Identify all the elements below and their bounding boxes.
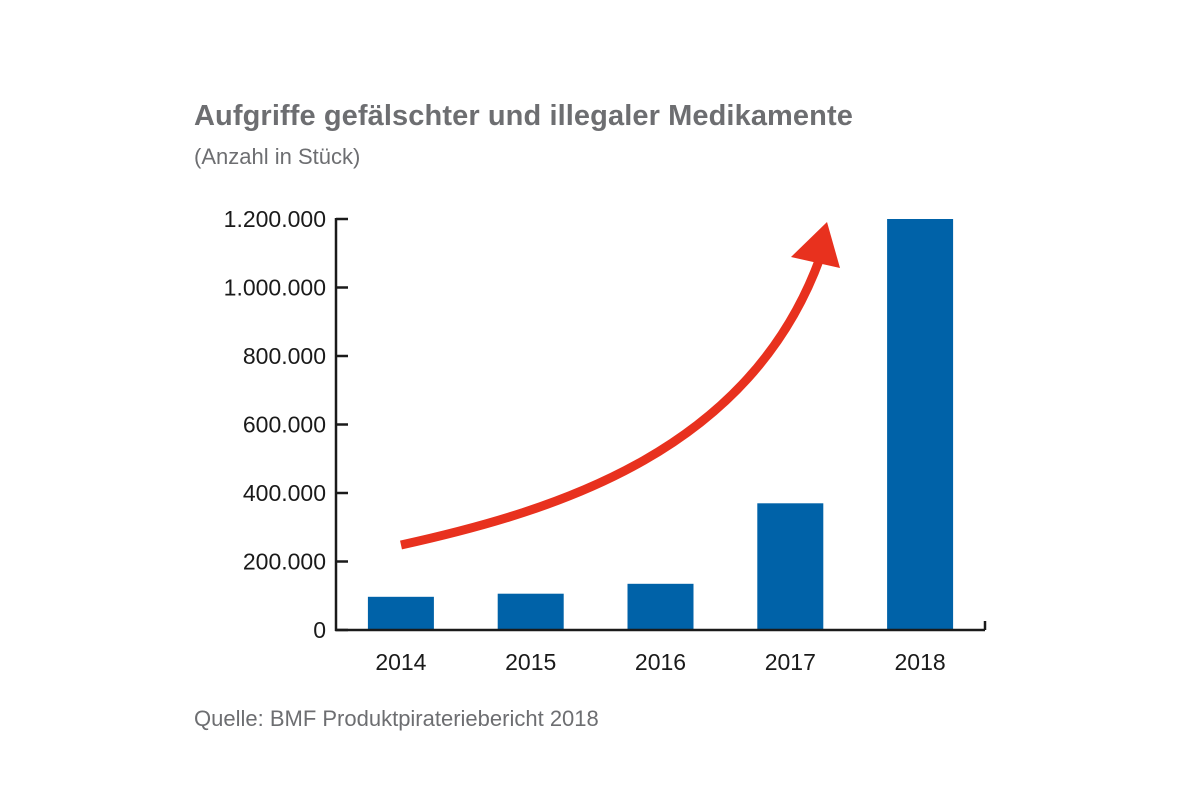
- y-tick-label-0: 0: [313, 617, 326, 643]
- bar-2017: [757, 503, 824, 630]
- trend-arrow: [400, 222, 840, 550]
- x-tick-label-2016: 2016: [635, 649, 686, 675]
- y-tick-label-3: 600.000: [243, 412, 326, 438]
- x-tick-label-2018: 2018: [895, 649, 946, 675]
- x-labels-group: 2014 2015 2016 2017 2018: [375, 649, 945, 675]
- y-tick-label-6: 1.200.000: [224, 206, 326, 232]
- trend-arrow-shaft: [400, 256, 825, 550]
- chart-subtitle: (Anzahl in Stück): [194, 144, 361, 169]
- chart-title: Aufgriffe gefälschter und illegaler Medi…: [194, 100, 853, 132]
- y-tick-label-4: 800.000: [243, 343, 326, 369]
- x-tick-label-2014: 2014: [375, 649, 426, 675]
- trend-arrow-head: [791, 222, 840, 268]
- bars-group: [367, 219, 954, 630]
- bar-2015: [497, 593, 564, 630]
- x-tick-label-2017: 2017: [765, 649, 816, 675]
- bar-2014: [367, 596, 434, 630]
- y-tick-label-2: 400.000: [243, 480, 326, 506]
- y-tick-label-5: 1.000.000: [224, 275, 326, 301]
- y-tick-label-1: 200.000: [243, 549, 326, 575]
- source-note: Quelle: BMF Produktpiraterie­bericht 201…: [194, 706, 599, 731]
- bar-2018: [887, 219, 954, 630]
- x-tick-label-2015: 2015: [505, 649, 556, 675]
- bar-2016: [627, 583, 694, 630]
- y-ticks-group: 0 200.000 400.000 600.000 800.000 1.000.000 1.…: [224, 206, 348, 643]
